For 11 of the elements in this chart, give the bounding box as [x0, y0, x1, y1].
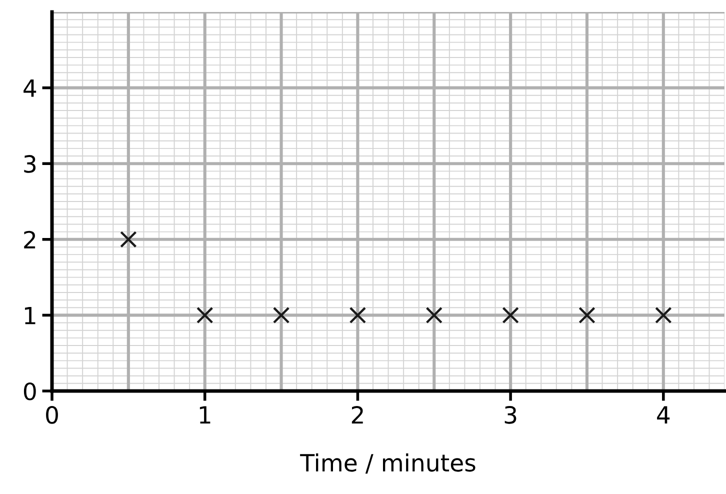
y-tick-label: 3 [24, 155, 36, 173]
y-tick-label: 0 [24, 382, 36, 400]
x-tick-label: 2 [352, 406, 363, 424]
x-axis-title: Time / minutes [300, 453, 476, 474]
x-tick-label: 1 [200, 406, 210, 424]
y-tick-label: 2 [24, 230, 36, 248]
x-tick-label: 3 [504, 406, 516, 424]
y-tick-label: 4 [24, 80, 36, 97]
y-tick-label: 1 [24, 306, 36, 324]
x-tick-label: 4 [657, 406, 670, 424]
x-tick-label: 0 [46, 406, 58, 424]
